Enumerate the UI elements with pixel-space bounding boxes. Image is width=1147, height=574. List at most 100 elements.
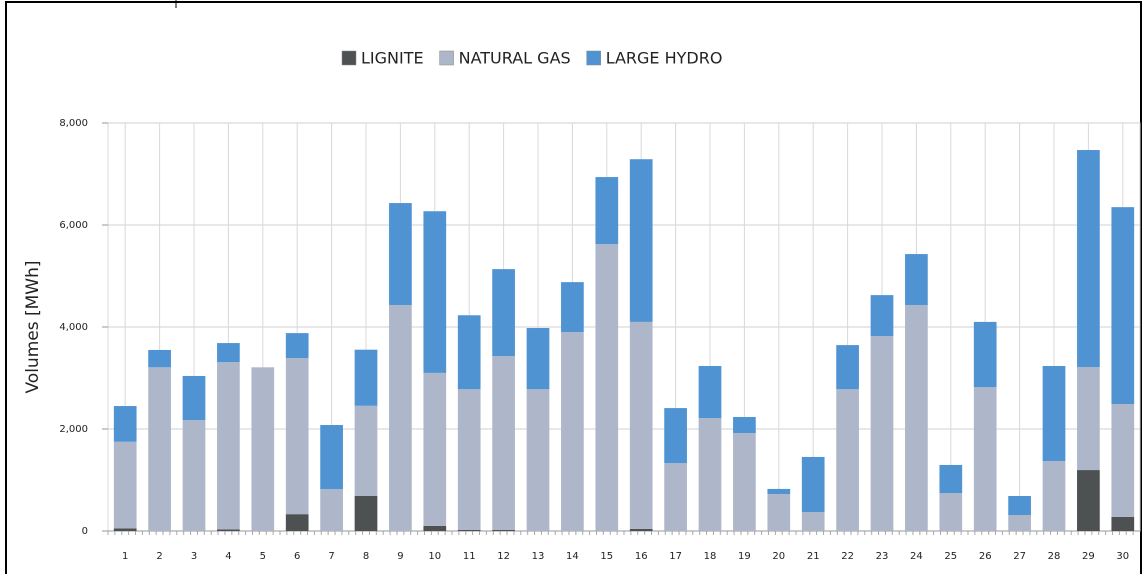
bar-segment — [354, 405, 378, 496]
bar-segment — [457, 529, 481, 531]
x-tick-label: 3 — [191, 551, 197, 562]
bar-segment — [1077, 367, 1100, 471]
legend: LIGNITE NATURAL GAS LARGE HYDRO — [341, 49, 723, 68]
x-tick-label: 8 — [363, 551, 369, 562]
bar-segment — [836, 345, 859, 390]
bar-segment — [113, 441, 137, 529]
x-tick-label: 9 — [397, 551, 403, 562]
bar-segment — [423, 211, 447, 373]
bar-segment — [492, 269, 515, 357]
bar-segment — [389, 305, 412, 531]
x-tick-label: 6 — [294, 551, 300, 562]
x-tick-label: 21 — [807, 551, 820, 562]
bar-segment — [320, 489, 343, 531]
bar-segment — [285, 358, 309, 515]
bar-segment — [285, 514, 309, 531]
bar-segment — [698, 418, 722, 531]
bar-segment — [1077, 150, 1100, 368]
bar-segment — [423, 372, 447, 526]
y-tick-label: 2,000 — [59, 424, 88, 435]
bar-segment — [629, 321, 653, 529]
x-tick-label: 13 — [532, 551, 545, 562]
bar-segment — [217, 529, 240, 531]
bar-segment — [492, 356, 515, 530]
bar-segment — [182, 420, 206, 531]
legend-label: LIGNITE — [361, 49, 424, 68]
y-axis-label: Volumes [MWh] — [23, 260, 43, 393]
x-tick-label: 19 — [738, 551, 751, 562]
x-tick-label: 28 — [1048, 551, 1061, 562]
bar-segment — [354, 495, 378, 531]
bar-segment — [973, 321, 997, 388]
x-tick-label: 2 — [156, 551, 162, 562]
x-tick-label: 25 — [944, 551, 957, 562]
y-tick-label: 4,000 — [59, 322, 88, 333]
bar-segment — [939, 464, 963, 494]
bar-segment — [905, 305, 928, 531]
x-tick-label: 18 — [704, 551, 717, 562]
bar-segment — [1111, 516, 1135, 531]
x-tick-label: 10 — [428, 551, 441, 562]
bar-segment — [561, 332, 584, 531]
bar-segment — [251, 367, 275, 531]
legend-swatch — [341, 50, 357, 66]
bar-segment — [526, 389, 550, 531]
x-tick-label: 16 — [635, 551, 648, 562]
x-tick-label: 12 — [497, 551, 510, 562]
bar-segment — [973, 387, 997, 531]
bar-segment — [1008, 515, 1031, 531]
bar-segment — [354, 349, 378, 406]
legend-swatch — [586, 50, 601, 66]
bar-segment — [182, 375, 206, 421]
bar-segment — [1077, 470, 1100, 531]
bar-segment — [905, 254, 928, 306]
x-tick-label: 24 — [910, 551, 923, 562]
bar-segment — [389, 203, 412, 306]
bar-segment — [1111, 207, 1135, 405]
bar-segment — [423, 525, 447, 531]
x-tick-label: 14 — [566, 551, 579, 562]
bar-segment — [492, 529, 515, 531]
x-tick-label: 15 — [600, 551, 613, 562]
y-tick-label: 0 — [82, 526, 88, 537]
bar-segment — [217, 362, 240, 530]
bar-segment — [457, 389, 481, 530]
bar-segment — [733, 433, 756, 531]
bar-segment — [629, 528, 653, 531]
bar-segment — [733, 417, 756, 434]
x-tick-label: 7 — [328, 551, 334, 562]
x-tick-label: 27 — [1013, 551, 1026, 562]
x-tick-label: 30 — [1116, 551, 1129, 562]
x-tick-label: 23 — [876, 551, 889, 562]
bar-segment — [148, 367, 171, 531]
bar-segment — [664, 463, 687, 531]
bar-segment — [1008, 496, 1031, 516]
legend-label: LARGE HYDRO — [606, 49, 723, 68]
y-tick-label: 8,000 — [59, 118, 88, 129]
bar-segment — [113, 406, 137, 442]
x-tick-label: 20 — [772, 551, 785, 562]
bar-segment — [526, 328, 550, 390]
x-tick-label: 5 — [260, 551, 266, 562]
bar-segment — [595, 177, 619, 245]
bar-segment — [320, 425, 343, 490]
bar-segment — [698, 366, 722, 419]
bar-segment — [767, 494, 791, 531]
bar-segment — [1111, 404, 1135, 517]
x-tick-label: 29 — [1082, 551, 1095, 562]
legend-label: NATURAL GAS — [459, 49, 571, 68]
x-tick-label: 11 — [463, 551, 476, 562]
x-tick-label: 22 — [841, 551, 854, 562]
bar-segment — [1042, 366, 1066, 462]
bar-segment — [217, 343, 240, 363]
bar-segment — [664, 408, 687, 464]
bar-segment — [457, 315, 481, 390]
bar-segment — [836, 389, 859, 531]
x-tick-label: 1 — [122, 551, 128, 562]
x-tick-label: 4 — [225, 551, 231, 562]
bar-segment — [595, 244, 619, 531]
bar-segment — [870, 295, 894, 337]
bar-segment — [801, 456, 825, 513]
